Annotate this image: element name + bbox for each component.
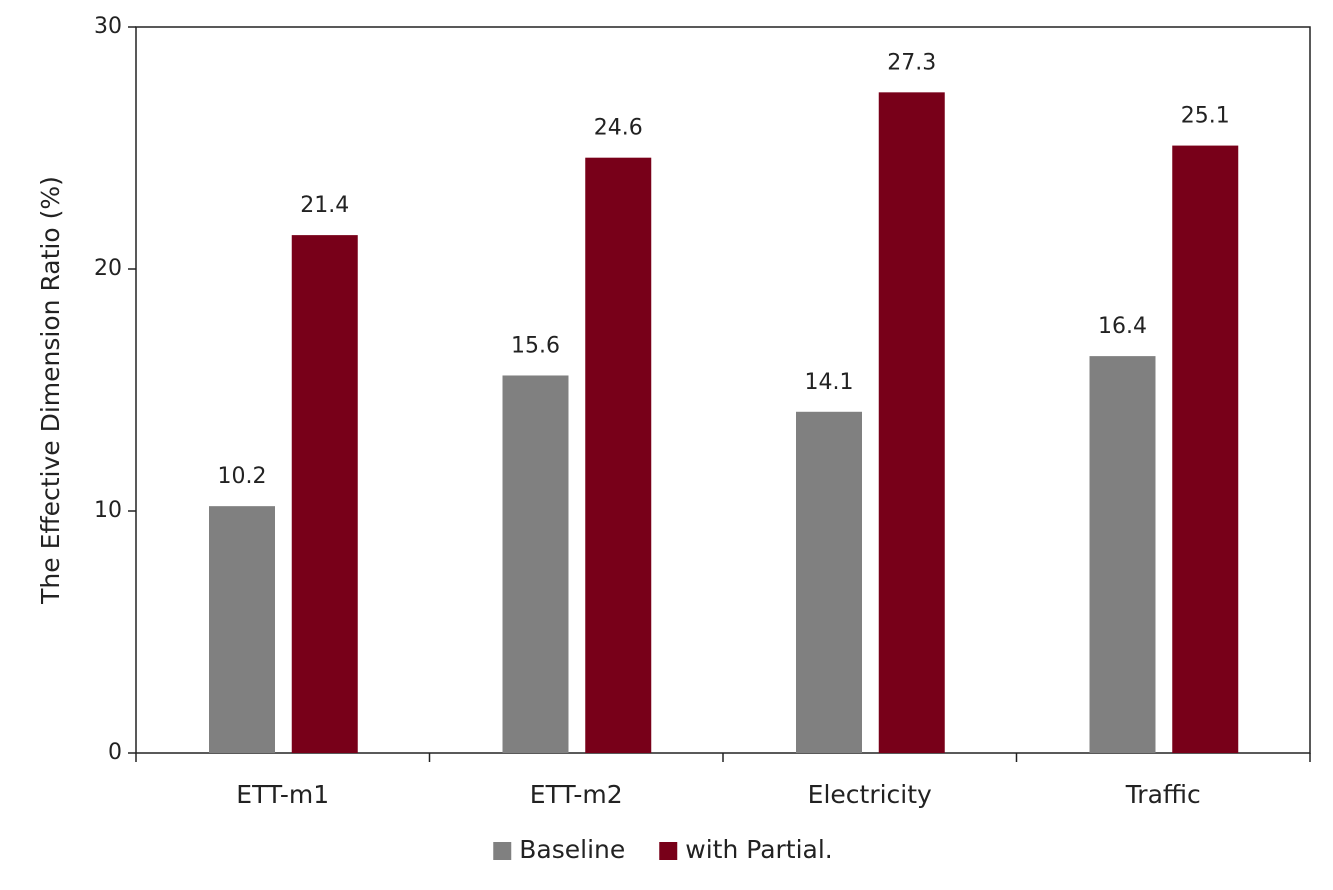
x-tick-label: Electricity [808, 780, 932, 809]
data-label: 14.1 [805, 370, 854, 395]
data-label: 25.1 [1181, 104, 1230, 129]
legend-label: Baseline [519, 835, 625, 864]
legend-swatch [493, 842, 512, 860]
y-tick-label: 20 [94, 256, 122, 281]
legend-label: with Partial. [685, 835, 833, 864]
bar [1089, 356, 1156, 753]
legend: Baseline with Partial. [493, 835, 833, 864]
bar [585, 157, 652, 753]
y-tick-label: 30 [94, 14, 122, 39]
bar [291, 235, 358, 753]
y-axis-label: The Effective Dimension Ratio (%) [36, 176, 65, 605]
bar [796, 411, 862, 753]
legend-swatch [659, 842, 678, 860]
data-label: 15.6 [511, 333, 560, 358]
x-tick-label: Traffic [1125, 780, 1201, 809]
bar [878, 92, 945, 754]
x-tick-label: ETT-m1 [236, 780, 329, 809]
bar [209, 506, 275, 753]
bar [502, 375, 569, 753]
data-label: 10.2 [218, 464, 267, 489]
bar [1172, 145, 1239, 753]
data-label: 27.3 [887, 50, 936, 75]
data-label: 16.4 [1098, 314, 1147, 339]
y-tick-label: 10 [94, 498, 122, 523]
data-label: 24.6 [594, 116, 643, 141]
data-label: 21.4 [300, 193, 349, 218]
y-tick-label: 0 [108, 740, 122, 765]
x-tick-label: ETT-m2 [530, 780, 623, 809]
